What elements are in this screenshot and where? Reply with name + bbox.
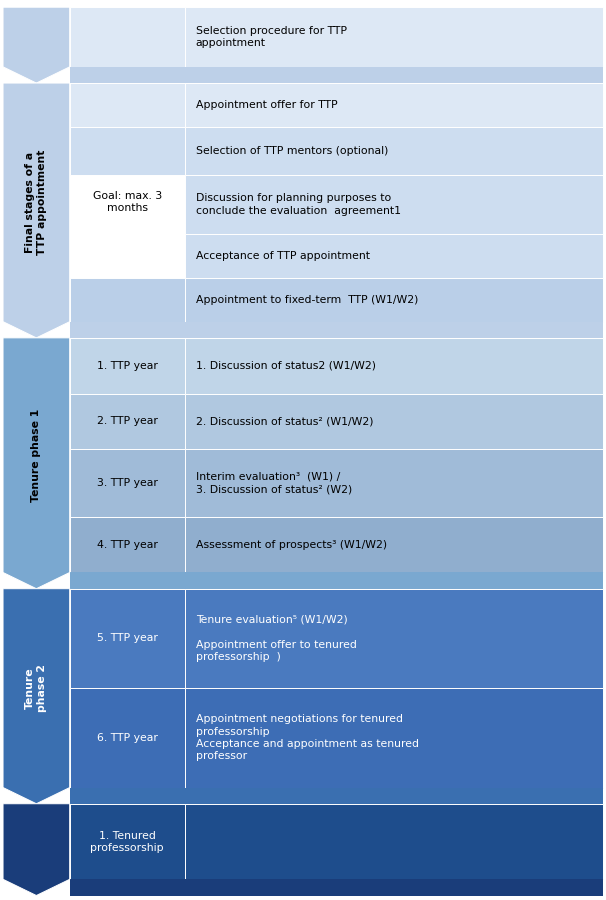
Bar <box>70 589 185 688</box>
Bar <box>70 804 185 879</box>
Bar <box>185 688 603 788</box>
Text: Tenure phase 1: Tenure phase 1 <box>32 409 41 502</box>
Polygon shape <box>3 7 70 83</box>
Text: 2. TTP year: 2. TTP year <box>97 417 158 427</box>
Text: Final stages of a
TTP appointment: Final stages of a TTP appointment <box>25 149 47 255</box>
Text: Appointment negotiations for tenured
professorship
Acceptance and appointment as: Appointment negotiations for tenured pro… <box>196 715 419 761</box>
Bar <box>185 7 603 67</box>
Bar <box>185 449 603 517</box>
Bar <box>185 278 603 321</box>
Text: 5. TTP year: 5. TTP year <box>97 634 158 643</box>
Bar <box>70 879 603 896</box>
Text: 1. Tenured
professorship: 1. Tenured professorship <box>90 831 164 852</box>
Bar <box>185 175 603 234</box>
Text: 1. TTP year: 1. TTP year <box>97 361 158 371</box>
Bar <box>185 393 603 449</box>
Text: Selection procedure for TTP
appointment: Selection procedure for TTP appointment <box>196 26 347 49</box>
Bar <box>70 449 185 517</box>
Text: Assessment of prospects³ (W1/W2): Assessment of prospects³ (W1/W2) <box>196 540 387 550</box>
Bar <box>70 83 185 127</box>
Bar <box>70 321 603 338</box>
Text: 4. TTP year: 4. TTP year <box>97 540 158 550</box>
Bar <box>70 572 603 589</box>
Text: Goal: max. 3
months: Goal: max. 3 months <box>93 192 162 213</box>
Text: Tenure
phase 2: Tenure phase 2 <box>25 664 47 712</box>
Polygon shape <box>3 338 70 589</box>
Text: 6. TTP year: 6. TTP year <box>97 733 158 742</box>
Text: 1. Discussion of status2 (W1/W2): 1. Discussion of status2 (W1/W2) <box>196 361 376 371</box>
Bar <box>185 517 603 572</box>
Bar <box>70 393 185 449</box>
Polygon shape <box>3 804 70 896</box>
Bar <box>70 7 185 67</box>
Text: Interim evaluation³  (W1) /
3. Discussion of status² (W2): Interim evaluation³ (W1) / 3. Discussion… <box>196 472 352 494</box>
Bar <box>185 127 603 175</box>
Bar <box>70 517 185 572</box>
Text: Appointment offer for TTP: Appointment offer for TTP <box>196 100 338 110</box>
Bar <box>70 67 603 83</box>
Text: Discussion for planning purposes to
conclude the evaluation  agreement1: Discussion for planning purposes to conc… <box>196 194 401 215</box>
Text: Tenure evaluation⁵ (W1/W2)

Appointment offer to tenured
professorship  ): Tenure evaluation⁵ (W1/W2) Appointment o… <box>196 615 356 662</box>
Bar <box>70 688 185 788</box>
Text: Acceptance of TTP appointment: Acceptance of TTP appointment <box>196 251 370 261</box>
Text: 3. TTP year: 3. TTP year <box>97 478 158 488</box>
Bar <box>185 83 603 127</box>
Polygon shape <box>3 589 70 804</box>
Bar <box>70 127 185 175</box>
Bar <box>185 338 603 393</box>
Bar <box>70 278 185 321</box>
Polygon shape <box>3 83 70 338</box>
Bar <box>185 804 603 879</box>
Bar <box>70 338 185 393</box>
Bar <box>185 589 603 688</box>
Bar <box>70 788 603 804</box>
Text: Selection of TTP mentors (optional): Selection of TTP mentors (optional) <box>196 146 388 156</box>
Text: 2. Discussion of status² (W1/W2): 2. Discussion of status² (W1/W2) <box>196 417 373 427</box>
Text: Appointment to fixed-term  TTP (W1/W2): Appointment to fixed-term TTP (W1/W2) <box>196 295 418 305</box>
Bar <box>185 234 603 278</box>
